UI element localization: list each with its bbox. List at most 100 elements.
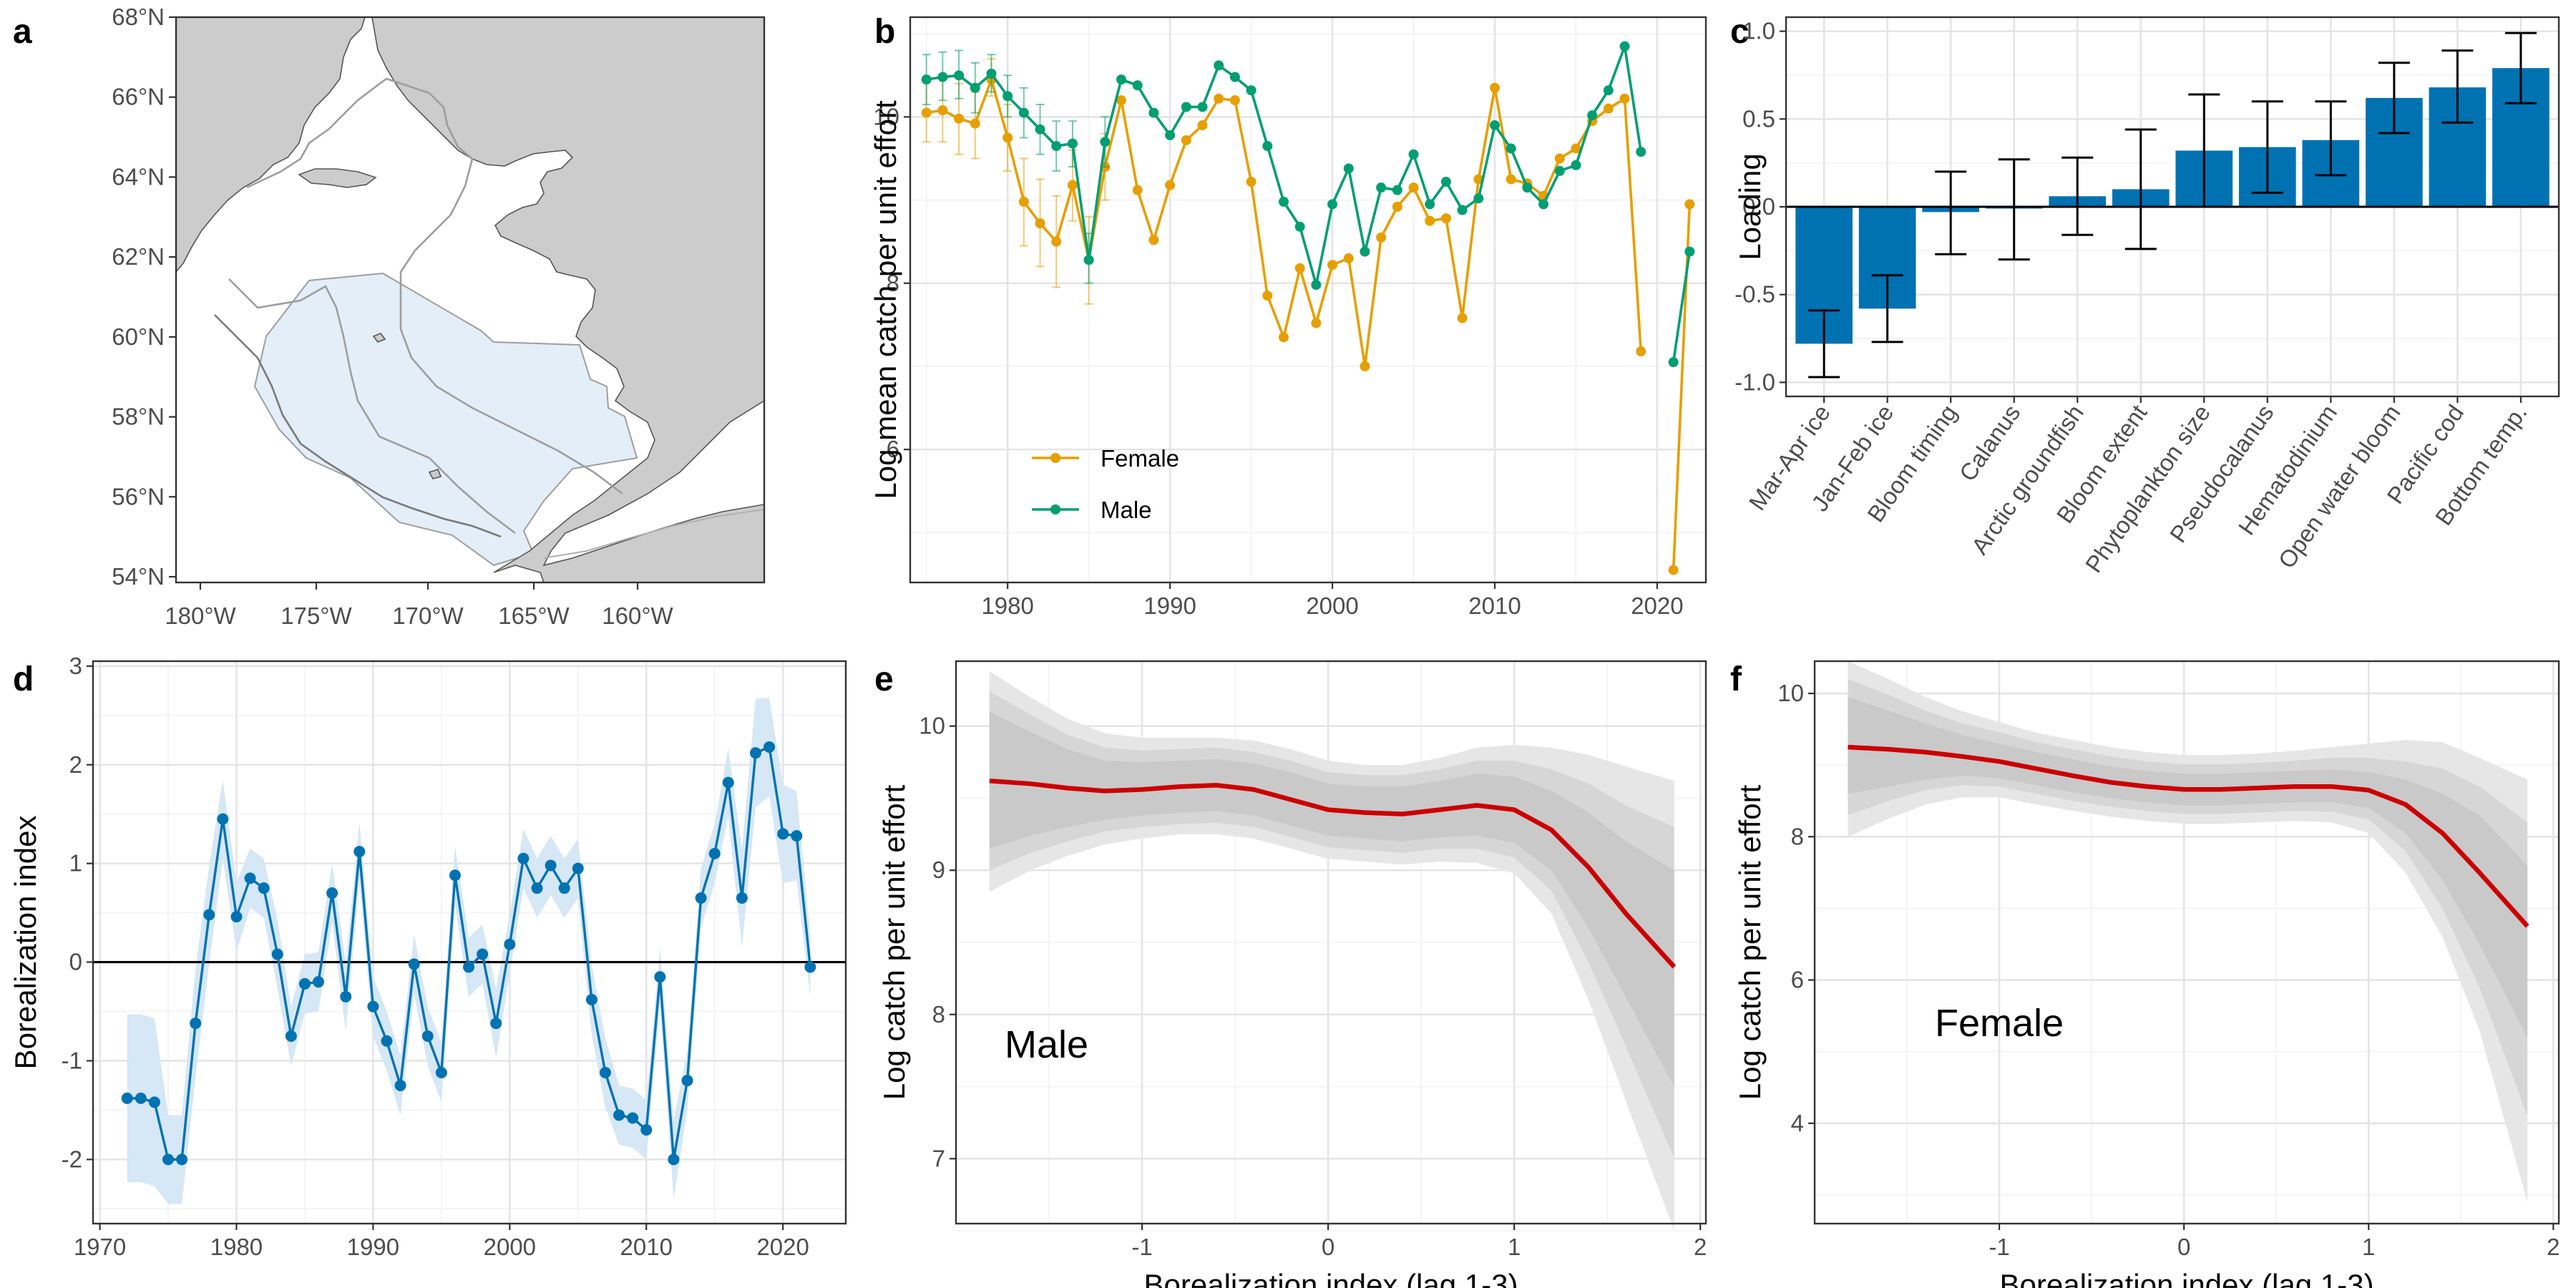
map-lat-label: 56°N bbox=[112, 483, 165, 509]
data-point bbox=[1392, 185, 1402, 195]
x-tick-label: 1990 bbox=[347, 1234, 399, 1260]
data-point bbox=[777, 828, 789, 840]
data-point bbox=[1035, 218, 1045, 229]
map-lat-label: 54°N bbox=[112, 563, 165, 590]
data-point bbox=[722, 776, 734, 789]
x-tick-label: 2010 bbox=[620, 1234, 673, 1260]
x-tick-label: 1 bbox=[1508, 1234, 1521, 1260]
data-point bbox=[1132, 185, 1143, 195]
panel-frame bbox=[1785, 16, 2560, 398]
data-point bbox=[791, 830, 803, 842]
panel-annotation: Male bbox=[1005, 1023, 1088, 1066]
data-point bbox=[1603, 103, 1614, 114]
panel-d-borealization-index: d 1970 1980 1990 2000 2010 2020 -2 -1 0 1 2 3 Boreal… bbox=[9, 653, 847, 1260]
panel-letter-b: b bbox=[874, 13, 895, 51]
map-lat-label: 58°N bbox=[112, 404, 165, 430]
data-point bbox=[394, 1079, 406, 1091]
series-line bbox=[1672, 251, 1692, 363]
data-point bbox=[1083, 255, 1094, 265]
data-point bbox=[954, 113, 965, 124]
panel-letter-c: c bbox=[1730, 13, 1750, 51]
data-point bbox=[1116, 95, 1127, 106]
data-point bbox=[1603, 85, 1614, 96]
data-point bbox=[244, 872, 256, 884]
panel-frame bbox=[1813, 660, 2560, 1225]
data-point bbox=[970, 82, 980, 93]
depth-contour-shelf bbox=[543, 509, 764, 559]
y-axis-title: Loading bbox=[1733, 153, 1767, 260]
data-point bbox=[1376, 232, 1387, 243]
data-point bbox=[1408, 182, 1419, 193]
y-tick-label: 8 bbox=[887, 270, 899, 296]
data-point bbox=[1181, 102, 1191, 112]
panel-letter-d: d bbox=[13, 660, 34, 698]
data-point bbox=[285, 1030, 297, 1042]
y-tick-label: 6 bbox=[1791, 967, 1804, 993]
data-point bbox=[504, 938, 516, 950]
y-tick-label: 3 bbox=[69, 653, 82, 679]
data-point bbox=[162, 1153, 175, 1166]
data-point bbox=[695, 892, 707, 904]
data-point bbox=[736, 892, 748, 904]
data-point bbox=[1684, 199, 1695, 210]
category-label: Arctic groundfish bbox=[1966, 400, 2089, 560]
data-point bbox=[1392, 201, 1402, 212]
data-point bbox=[1457, 205, 1468, 215]
data-point bbox=[1100, 137, 1111, 147]
depth-contour-outer bbox=[214, 314, 502, 538]
panel-letter-f: f bbox=[1730, 660, 1742, 698]
data-point bbox=[1051, 141, 1062, 152]
data-point bbox=[353, 846, 366, 858]
data-point bbox=[1522, 182, 1533, 193]
depth-contour-inner bbox=[246, 77, 623, 495]
data-point bbox=[613, 1109, 625, 1121]
smooth-line bbox=[1848, 744, 2529, 928]
data-point bbox=[408, 958, 420, 970]
map-lon-label: 175°W bbox=[280, 602, 352, 629]
data-point bbox=[970, 118, 980, 129]
data-point bbox=[1246, 85, 1257, 96]
data-point bbox=[1636, 346, 1646, 357]
data-point bbox=[1018, 196, 1029, 207]
data-point bbox=[1214, 93, 1224, 104]
data-point bbox=[1668, 565, 1679, 575]
data-point bbox=[1197, 102, 1208, 112]
data-point bbox=[763, 741, 776, 753]
x-tick-label: 2 bbox=[2547, 1234, 2560, 1260]
x-tick-label: 2000 bbox=[484, 1234, 536, 1260]
x-tick-label: 0 bbox=[2177, 1234, 2190, 1260]
data-point bbox=[1425, 199, 1435, 210]
legend-label: Female bbox=[1101, 445, 1179, 472]
data-point bbox=[313, 976, 325, 988]
data-point bbox=[681, 1075, 693, 1087]
map-lat-label: 62°N bbox=[112, 243, 165, 270]
x-tick-label: 1 bbox=[2362, 1234, 2375, 1260]
data-point bbox=[654, 971, 666, 983]
data-point bbox=[1067, 138, 1078, 149]
data-point bbox=[1294, 263, 1305, 273]
data-point bbox=[490, 1018, 502, 1030]
map-lon-label: 180°W bbox=[165, 602, 236, 629]
panel-annotation: Female bbox=[1935, 1002, 2064, 1045]
data-point bbox=[937, 72, 948, 82]
pribilof-islands bbox=[372, 333, 442, 479]
study-area-region bbox=[253, 272, 638, 567]
y-tick-label: -2 bbox=[62, 1146, 82, 1172]
data-point bbox=[1343, 163, 1354, 174]
data-point bbox=[1425, 215, 1435, 226]
data-point bbox=[1311, 318, 1322, 328]
data-point bbox=[1229, 95, 1240, 106]
category-label: Calanus bbox=[1954, 400, 2026, 486]
data-point bbox=[572, 862, 584, 874]
data-point bbox=[1002, 132, 1013, 143]
map-lat-label: 66°N bbox=[112, 84, 165, 110]
data-point bbox=[1327, 199, 1338, 210]
gridlines bbox=[910, 17, 1706, 582]
data-point bbox=[1018, 107, 1029, 118]
y-tick-label: 1.0 bbox=[1742, 18, 1775, 44]
data-point bbox=[1311, 280, 1322, 291]
data-point bbox=[435, 1067, 447, 1079]
data-point bbox=[599, 1067, 611, 1079]
